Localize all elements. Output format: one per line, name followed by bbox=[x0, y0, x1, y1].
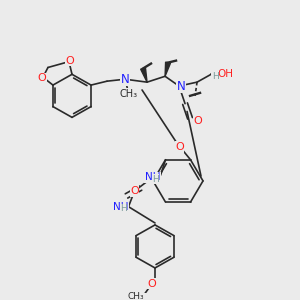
Text: CH₃: CH₃ bbox=[120, 89, 138, 99]
Text: N: N bbox=[177, 80, 185, 93]
Text: H: H bbox=[120, 204, 127, 213]
Text: H: H bbox=[152, 175, 159, 184]
Text: O: O bbox=[148, 279, 156, 289]
Text: O: O bbox=[130, 186, 139, 196]
Text: O: O bbox=[66, 56, 74, 66]
Polygon shape bbox=[141, 68, 147, 82]
Text: H: H bbox=[212, 72, 218, 81]
Polygon shape bbox=[165, 62, 170, 76]
Text: OH: OH bbox=[217, 69, 233, 79]
Text: N: N bbox=[121, 73, 129, 86]
Text: O: O bbox=[194, 116, 203, 126]
Text: NH: NH bbox=[113, 202, 128, 212]
Text: NH: NH bbox=[145, 172, 160, 182]
Text: O: O bbox=[38, 73, 46, 83]
Text: O: O bbox=[175, 142, 184, 152]
Text: CH₃: CH₃ bbox=[128, 292, 144, 300]
